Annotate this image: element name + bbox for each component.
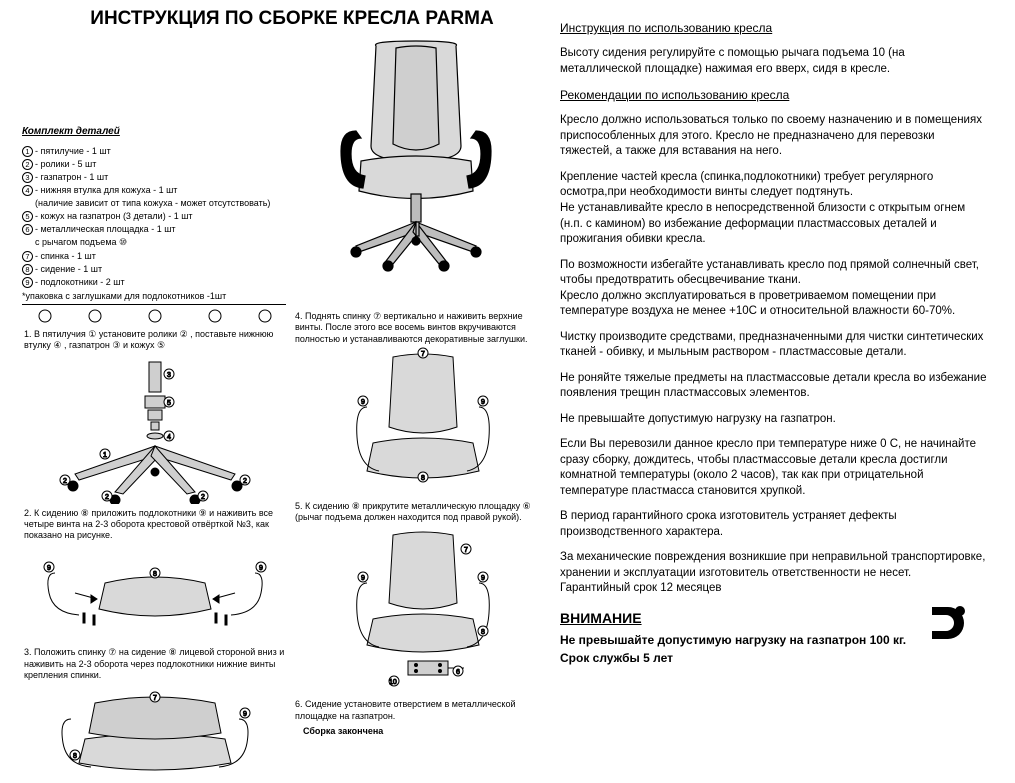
reco-6: Не превышайте допустимую нагрузку на газ… xyxy=(560,412,988,428)
step1-castersockets xyxy=(25,307,285,325)
step6-text: 6. Сидение установите отверстием в метал… xyxy=(295,699,552,722)
step2-text: 2. К сидению ⑧ приложить подлокотники ⑨ … xyxy=(24,508,287,542)
step3-diagram: 7 8 9 xyxy=(35,683,275,783)
attention-line2: Срок службы 5 лет xyxy=(560,650,988,666)
parts-list: Комплект деталей 1- пятилучие - 1 шт 2- … xyxy=(22,33,272,305)
chair-main-svg xyxy=(301,36,531,276)
step2-diagram: 9 9 8 xyxy=(35,543,275,643)
step4-text: 4. Поднять спинку ⑦ вертикально и наживи… xyxy=(295,311,552,345)
svg-text:2: 2 xyxy=(105,494,109,501)
svg-text:6: 6 xyxy=(456,669,460,676)
svg-text:2: 2 xyxy=(201,494,205,501)
step3-text: 3. Положить спинку ⑦ на сидение ⑧ лицево… xyxy=(24,647,287,681)
svg-text:1: 1 xyxy=(103,452,107,459)
svg-text:2: 2 xyxy=(63,478,67,485)
svg-text:2: 2 xyxy=(243,478,247,485)
reco-8: В период гарантийного срока изготовитель… xyxy=(560,509,988,540)
attention-block: ВНИМАНИЕ Не превышайте допустимую нагруз… xyxy=(560,609,988,666)
certification-mark-icon: PC xyxy=(926,601,970,645)
svg-text:9: 9 xyxy=(259,565,263,572)
attention-title: ВНИМАНИЕ xyxy=(560,609,988,628)
svg-text:PC: PC xyxy=(934,615,953,630)
reco-7: Если Вы перевозили данное кресло при тем… xyxy=(560,437,988,499)
step5-text: 5. К сидению ⑧ прикрутите металлическую … xyxy=(295,501,552,524)
svg-text:9: 9 xyxy=(481,575,485,582)
svg-text:8: 8 xyxy=(481,629,485,636)
svg-text:7: 7 xyxy=(464,547,468,554)
reco-5: Не роняйте тяжелые предметы на пластмасс… xyxy=(560,371,988,402)
svg-text:8: 8 xyxy=(153,571,157,578)
svg-text:5: 5 xyxy=(167,400,171,407)
attention-line1: Не превышайте допустимую нагрузку на газ… xyxy=(560,632,988,648)
svg-text:7: 7 xyxy=(421,351,425,358)
svg-text:9: 9 xyxy=(361,399,365,406)
reco-2: Крепление частей кресла (спинка,подлокот… xyxy=(560,170,988,248)
svg-text:4: 4 xyxy=(167,434,171,441)
right-column: Инструкция по использованию кресла Высот… xyxy=(560,0,1000,723)
svg-text:9: 9 xyxy=(481,399,485,406)
parts-items: 1- пятилучие - 1 шт 2- ролики - 5 шт 3- … xyxy=(22,145,272,289)
svg-text:9: 9 xyxy=(47,565,51,572)
assembly-done: Сборка закончена xyxy=(303,726,554,737)
svg-text:10: 10 xyxy=(389,679,397,686)
step5-diagram: 9 9 8 7 10 6 xyxy=(318,525,528,695)
svg-text:9: 9 xyxy=(361,575,365,582)
svg-text:8: 8 xyxy=(421,475,425,482)
step1-text: 1. В пятилучия ① установите ролики ② , п… xyxy=(24,329,287,352)
parts-divider xyxy=(22,304,286,305)
parts-note: *упаковка с заглушками для подлокотников… xyxy=(22,290,272,302)
reco-3: По возможности избегайте устанавливать к… xyxy=(560,258,988,320)
step1-diagram: 2 2 2 2 5 3 4 1 xyxy=(45,354,265,504)
usage-p1: Высоту сидения регулируйте с помощью рыч… xyxy=(560,46,988,77)
reco-9: За механические повреждения возникшие пр… xyxy=(560,550,988,597)
step4-diagram: 9 9 7 8 xyxy=(323,347,523,497)
left-column: ИНСТРУКЦИЯ ПО СБОРКЕ КРЕСЛА PARMA Компле… xyxy=(0,0,560,723)
svg-text:7: 7 xyxy=(153,695,157,702)
svg-text:3: 3 xyxy=(167,372,171,379)
main-chair-illustration xyxy=(280,33,552,279)
svg-text:9: 9 xyxy=(243,711,247,718)
svg-text:8: 8 xyxy=(73,753,77,760)
page-title: ИНСТРУКЦИЯ ПО СБОРКЕ КРЕСЛА PARMA xyxy=(22,8,562,30)
reco-1: Кресло должно использоваться только по с… xyxy=(560,113,988,160)
recommendations-title: Рекомендации по использованию кресла xyxy=(560,87,988,103)
usage-title: Инструкция по использованию кресла xyxy=(560,20,988,36)
assembly-steps: 1. В пятилучия ① установите ролики ② , п… xyxy=(22,307,554,783)
reco-4: Чистку производите средствами, предназна… xyxy=(560,330,988,361)
parts-heading: Комплект деталей xyxy=(22,125,272,139)
